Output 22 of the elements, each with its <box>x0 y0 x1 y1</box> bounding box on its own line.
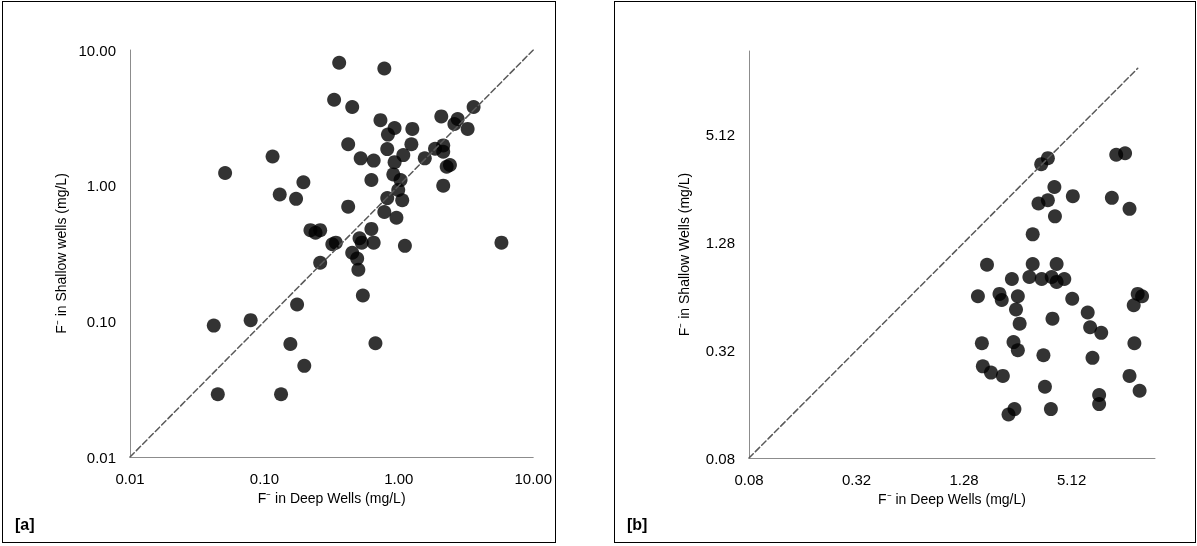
x-tick-label: 10.00 <box>514 470 553 487</box>
y-tick-label: 1.28 <box>705 233 735 251</box>
x-tick-label: 0.32 <box>841 471 872 488</box>
y-axis-title: F⁻ in Shallow wells (mg/L) <box>52 173 69 334</box>
y-axis-title: F⁻ in Shallow Wells (mg/L) <box>676 172 692 337</box>
x-tick-label: 1.00 <box>384 470 414 487</box>
x-axis-title: F⁻ in Deep Wells (mg/L) <box>257 490 406 506</box>
y-tick-label: 1.00 <box>86 177 116 195</box>
y-tick-label: 5.12 <box>705 126 735 144</box>
x-axis-title: F⁻ in Deep Wells (mg/L) <box>878 491 1026 507</box>
y-tick-label: 0.01 <box>86 448 116 466</box>
text: [a] <box>15 515 35 533</box>
y-tick-label: 0.10 <box>86 312 116 330</box>
x-tick-label: 0.10 <box>249 470 280 487</box>
x-tick-label: 1.28 <box>949 471 979 488</box>
x-tick-label: 0.01 <box>115 470 145 487</box>
y-tick-label: 0.08 <box>705 449 735 467</box>
y-tick-label: 10.00 <box>78 41 116 59</box>
x-tick-label: 0.08 <box>734 471 764 488</box>
y-tick-label: 0.32 <box>705 341 735 359</box>
x-tick-label: 5.12 <box>1057 471 1087 488</box>
text: [b] <box>627 515 648 533</box>
